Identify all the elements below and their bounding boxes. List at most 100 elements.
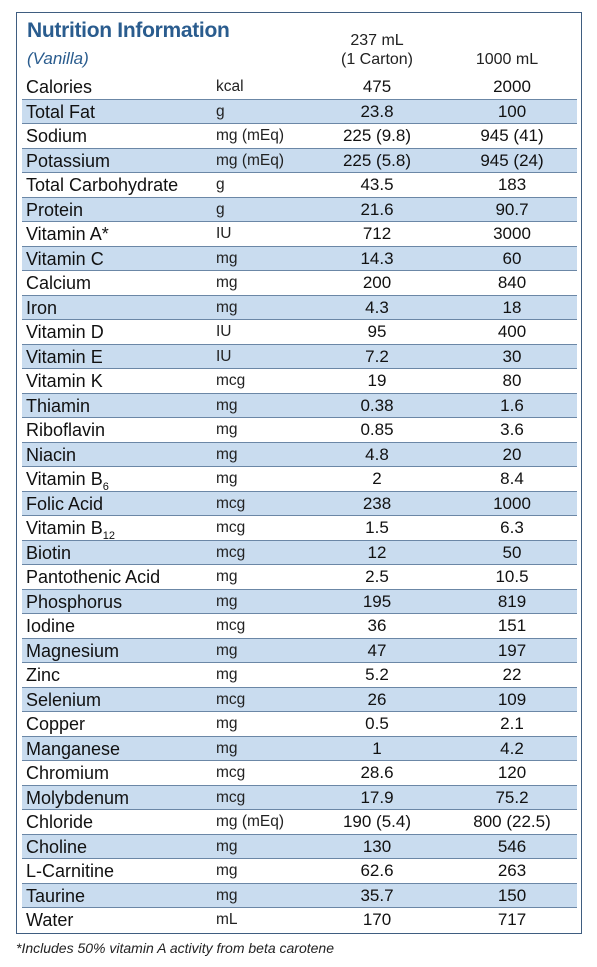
nutrient-name-text: Chloride xyxy=(26,812,94,832)
nutrient-unit: mg xyxy=(216,298,238,316)
nutrient-name-text: L-Carnitine xyxy=(26,861,115,881)
nutrient-name: Calcium xyxy=(26,271,91,296)
value-per-liter: 18 xyxy=(502,297,522,317)
nutrient-unit: mg xyxy=(216,641,238,659)
table-row: Chromium mcg 28.6 120 xyxy=(22,761,577,786)
nutrient-unit: g xyxy=(216,176,225,193)
value-per-liter: 400 xyxy=(497,322,527,341)
nutrient-name: Vitamin D xyxy=(26,320,104,345)
nutrient-name-text: Iron xyxy=(26,297,58,318)
value-per-liter: 109 xyxy=(497,689,527,709)
table-row: Magnesium mg 47 197 xyxy=(22,638,577,663)
value-per-carton: 14.3 xyxy=(360,248,394,268)
value-per-liter: 60 xyxy=(502,248,522,268)
table-row: Molybdenum mcg 17.9 75.2 xyxy=(22,785,577,810)
nutrient-name-text: Chromium xyxy=(26,763,110,783)
nutrient-name-text: Phosphorus xyxy=(26,591,123,612)
value-per-carton: 200 xyxy=(362,273,392,292)
nutrient-name: Biotin xyxy=(26,541,71,566)
value-per-carton: 195 xyxy=(362,591,392,611)
value-per-liter: 840 xyxy=(497,273,527,292)
nutrition-panel: Nutrition Information (Vanilla) 237 mL (… xyxy=(16,12,582,934)
nutrient-unit: IU xyxy=(216,225,232,242)
nutrient-name-text: Total Fat xyxy=(26,101,96,122)
nutrient-name-text: Manganese xyxy=(26,738,121,759)
column-header-carton: 237 mL (1 Carton) xyxy=(317,31,437,69)
value-per-liter: 75.2 xyxy=(495,787,529,807)
nutrient-name-text: Choline xyxy=(26,836,88,857)
nutrient-name-text: Taurine xyxy=(26,885,86,906)
table-row: Chloride mg (mEq) 190 (5.4) 800 (22.5) xyxy=(22,810,577,835)
value-per-liter: 1.6 xyxy=(500,395,524,415)
nutrient-name: Vitamin B6 xyxy=(26,467,109,495)
nutrient-unit: mg xyxy=(216,592,238,610)
nutrient-name: Phosphorus xyxy=(26,590,122,615)
table-row: Calcium mg 200 840 xyxy=(22,271,577,296)
value-per-liter: 945 (24) xyxy=(480,150,544,170)
nutrient-name-text: Vitamin A* xyxy=(26,224,109,244)
nutrient-name: Chloride xyxy=(26,810,93,835)
nutrient-unit: mg xyxy=(216,862,238,879)
nutrient-subscript: 12 xyxy=(102,530,115,542)
table-row: Choline mg 130 546 xyxy=(22,834,577,860)
nutrient-unit: mg (mEq) xyxy=(216,151,285,169)
nutrient-unit: mcg xyxy=(216,372,246,389)
nutrient-name: Choline xyxy=(26,835,87,860)
nutrient-name: L-Carnitine xyxy=(26,859,114,884)
nutrient-name-text: Riboflavin xyxy=(26,420,106,440)
column-header-carton-note: (1 Carton) xyxy=(340,51,414,68)
nutrient-name: Potassium xyxy=(26,149,110,174)
table-row: Vitamin D IU 95 400 xyxy=(22,320,577,345)
nutrient-name: Total Carbohydrate xyxy=(26,173,178,198)
value-per-carton: 225 (9.8) xyxy=(342,126,412,145)
nutrient-name-text: Folic Acid xyxy=(26,493,104,514)
nutrient-name-text: Zinc xyxy=(26,665,61,685)
value-per-carton: 43.5 xyxy=(360,175,394,194)
value-per-carton: 238 xyxy=(362,493,392,513)
value-per-carton: 475 xyxy=(362,77,392,96)
nutrient-name: Sodium xyxy=(26,124,87,149)
nutrient-name-text: Magnesium xyxy=(26,640,120,661)
nutrient-name-text: Potassium xyxy=(26,150,111,171)
table-row: Sodium mg (mEq) 225 (9.8) 945 (41) xyxy=(22,124,577,149)
table-row: Thiamin mg 0.38 1.6 xyxy=(22,393,577,418)
value-per-carton: 7.2 xyxy=(365,346,389,366)
table-row: Manganese mg 1 4.2 xyxy=(22,736,577,761)
value-per-liter: 50 xyxy=(502,542,522,562)
nutrient-name-text: Vitamin D xyxy=(26,322,104,342)
value-per-liter: 819 xyxy=(497,591,527,611)
nutrient-name-text: Niacin xyxy=(26,444,77,465)
nutrient-name: Water xyxy=(26,908,73,933)
nutrient-unit: IU xyxy=(216,323,232,340)
value-per-liter: 2000 xyxy=(493,77,531,96)
value-per-liter: 1000 xyxy=(493,493,531,513)
nutrient-unit: IU xyxy=(216,347,232,365)
value-per-carton: 19 xyxy=(367,371,387,390)
nutrient-name-text: Thiamin xyxy=(26,395,91,416)
value-per-carton: 17.9 xyxy=(360,787,394,807)
nutrient-name-text: Vitamin E xyxy=(26,346,103,367)
footnote: *Includes 50% vitamin A activity from be… xyxy=(16,940,335,956)
table-row: Niacin mg 4.8 20 xyxy=(22,442,577,467)
nutrient-name: Vitamin K xyxy=(26,369,103,394)
table-row: Vitamin C mg 14.3 60 xyxy=(22,246,577,271)
value-per-carton: 1.5 xyxy=(365,518,389,537)
flavor-subtitle: (Vanilla) xyxy=(27,49,89,68)
value-per-liter: 4.2 xyxy=(500,738,524,758)
value-per-carton: 28.6 xyxy=(360,763,394,782)
value-per-carton: 4.8 xyxy=(365,444,389,464)
nutrient-unit: mcg xyxy=(216,788,246,806)
table-row: Biotin mcg 12 50 xyxy=(22,540,577,566)
nutrient-name: Pantothenic Acid xyxy=(26,565,160,590)
value-per-carton: 190 (5.4) xyxy=(342,812,412,831)
nutrient-name: Zinc xyxy=(26,663,60,688)
nutrient-unit: mg xyxy=(216,396,238,414)
table-row: Water mL 170 717 xyxy=(22,908,577,933)
table-row: Vitamin K mcg 19 80 xyxy=(22,369,577,394)
nutrient-unit: mcg xyxy=(216,690,246,708)
nutrient-unit: mcg xyxy=(216,543,246,561)
value-per-liter: 151 xyxy=(497,616,527,635)
nutrient-unit: mg xyxy=(216,886,238,904)
value-per-carton: 5.2 xyxy=(365,665,389,684)
nutrient-name-text: Vitamin B xyxy=(26,469,103,489)
